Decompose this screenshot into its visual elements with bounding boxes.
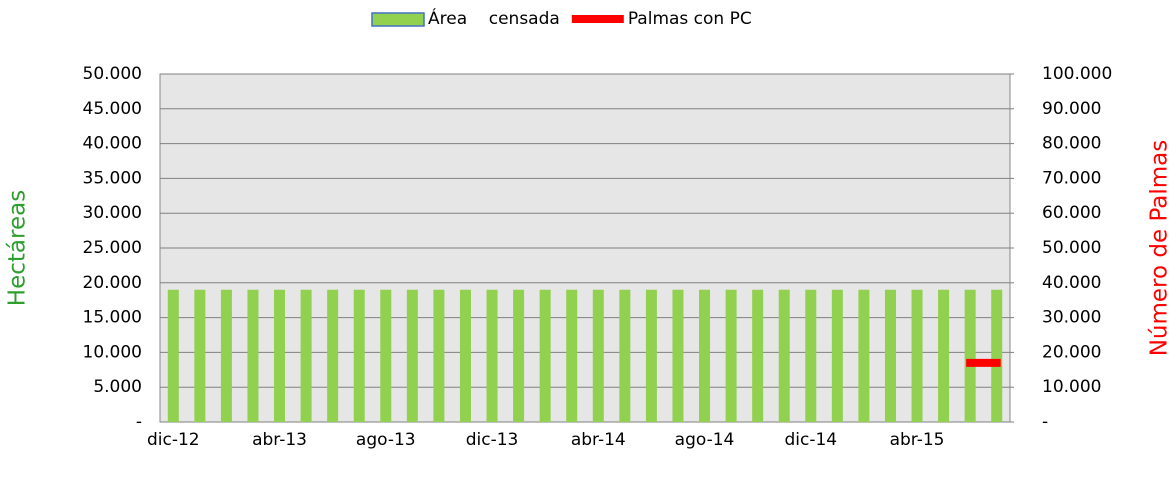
bar	[672, 289, 684, 422]
bar	[699, 289, 711, 422]
bar	[380, 289, 392, 422]
bar	[725, 289, 737, 422]
y2-tick-label: 10.000	[1042, 377, 1101, 397]
bar	[805, 289, 817, 422]
legend-label: Área censada	[428, 7, 560, 29]
legend-label: Palmas con PC	[628, 9, 752, 29]
y-tick-label: 30.000	[83, 203, 142, 223]
x-tick-label: ago-14	[675, 430, 735, 450]
y2-tick-label: 50.000	[1042, 238, 1101, 258]
y2-tick-label: 30.000	[1042, 308, 1101, 328]
y2-tick-label: 70.000	[1042, 168, 1101, 188]
y2-tick-label: 100.000	[1042, 64, 1112, 84]
bar	[619, 289, 631, 422]
y-tick-label: -	[136, 412, 142, 432]
y-tick-label: 50.000	[83, 64, 142, 84]
y2-tick-label: 80.000	[1042, 134, 1101, 154]
bar	[406, 289, 418, 422]
bar	[566, 289, 578, 422]
y2-tick-label: 40.000	[1042, 273, 1101, 293]
y2-tick-label: 60.000	[1042, 203, 1101, 223]
x-tick-label: dic-12	[147, 430, 200, 450]
y-tick-label: 10.000	[83, 342, 142, 362]
bar	[513, 289, 525, 422]
bar	[911, 289, 923, 422]
y-tick-label: 15.000	[83, 308, 142, 328]
y-axis-title: Hectáreas	[5, 190, 31, 306]
y-tick-label: 35.000	[83, 168, 142, 188]
x-tick-label: abr-15	[890, 430, 945, 450]
y2-tick-label: -	[1042, 412, 1048, 432]
legend-swatch	[371, 12, 425, 27]
x-tick-label: abr-13	[252, 430, 307, 450]
bar	[539, 289, 551, 422]
x-tick-label: dic-14	[784, 430, 837, 450]
y2-tick-label: 20.000	[1042, 342, 1101, 362]
y-tick-label: 20.000	[83, 273, 142, 293]
x-tick-label: ago-13	[356, 430, 416, 450]
bar	[274, 289, 286, 422]
bar	[220, 289, 232, 422]
bar	[778, 289, 790, 422]
bar	[592, 289, 604, 422]
bar	[300, 289, 312, 422]
y-tick-label: 45.000	[83, 99, 142, 119]
bar	[247, 289, 259, 422]
bar	[938, 289, 950, 422]
x-tick-label: abr-14	[571, 430, 626, 450]
bar	[194, 289, 206, 422]
y2-axis-title: Número de Palmas	[1147, 140, 1173, 357]
y-tick-label: 40.000	[83, 134, 142, 154]
bar	[884, 289, 896, 422]
bar	[991, 289, 1003, 422]
bar	[459, 289, 471, 422]
y-tick-label: 5.000	[93, 377, 142, 397]
bar	[433, 289, 445, 422]
bar	[353, 289, 365, 422]
y-tick-label: 25.000	[83, 238, 142, 258]
y2-tick-label: 90.000	[1042, 99, 1101, 119]
bar	[858, 289, 870, 422]
bar	[831, 289, 843, 422]
bar	[752, 289, 764, 422]
bar	[645, 289, 657, 422]
legend-swatch	[571, 15, 624, 23]
bar	[486, 289, 498, 422]
bar	[964, 289, 976, 422]
bar	[167, 289, 179, 422]
x-tick-label: dic-13	[466, 430, 519, 450]
bar	[327, 289, 339, 422]
